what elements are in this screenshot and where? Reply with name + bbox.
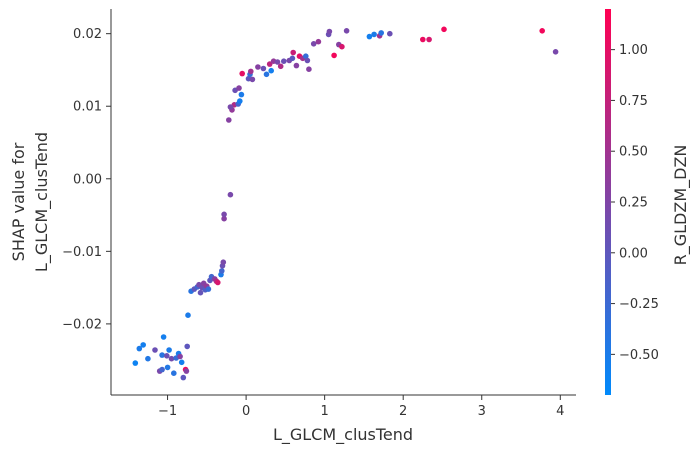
data-point xyxy=(132,360,139,366)
data-point xyxy=(160,334,167,340)
data-point xyxy=(164,364,171,371)
x-tick-label: 0 xyxy=(242,404,250,419)
data-point xyxy=(180,374,187,381)
data-point xyxy=(266,61,273,67)
y-tick-label: −0.02 xyxy=(62,317,102,332)
x-tick-label: 1 xyxy=(321,404,329,419)
data-point xyxy=(552,49,559,55)
data-point xyxy=(310,41,317,47)
data-point xyxy=(539,28,545,34)
y-tick-label: 0.00 xyxy=(73,172,102,187)
data-point xyxy=(274,59,281,65)
colorbar-tick-label: −0.25 xyxy=(619,297,659,312)
data-point xyxy=(387,30,393,37)
data-point xyxy=(140,342,146,348)
colorbar-ticks: −0.50 −0.25 0.00 0.25 0.50 0.75 1.00 xyxy=(611,43,659,363)
data-point xyxy=(185,312,191,319)
data-point xyxy=(277,63,284,70)
colorbar xyxy=(605,9,611,395)
data-point xyxy=(304,57,311,64)
data-point xyxy=(237,98,243,104)
data-point xyxy=(306,66,312,72)
data-point xyxy=(152,347,158,353)
data-point xyxy=(159,352,165,358)
y-tick-label: 0.01 xyxy=(73,100,102,115)
data-point xyxy=(371,31,377,38)
data-point xyxy=(226,117,232,123)
data-point xyxy=(145,355,151,362)
data-point xyxy=(168,355,175,362)
data-point xyxy=(219,268,225,274)
y-axis-label-line-1: SHAP value for xyxy=(9,142,28,261)
data-point xyxy=(331,52,337,59)
data-point xyxy=(220,259,227,266)
data-point xyxy=(426,36,432,43)
y-axis-ticks: −0.02 −0.01 0.00 0.01 0.02 xyxy=(62,27,111,332)
data-point xyxy=(339,43,345,50)
data-point xyxy=(215,279,221,286)
data-point xyxy=(221,215,227,222)
data-point xyxy=(227,191,234,198)
data-point xyxy=(238,91,245,98)
colorbar-label: R_GLDZM_DZN xyxy=(671,145,691,266)
x-axis-ticks: −1 0 1 2 3 4 xyxy=(158,395,564,419)
data-point xyxy=(164,353,170,359)
colorbar-tick-label: 0.25 xyxy=(619,196,648,211)
data-point xyxy=(281,58,287,64)
data-point xyxy=(303,53,309,59)
colorbar-tick-label: −0.50 xyxy=(619,348,659,363)
data-point xyxy=(171,370,177,377)
data-point xyxy=(441,26,447,33)
y-axis-label-line-2: L_GLCM_clusTend xyxy=(32,132,52,272)
data-point xyxy=(183,368,190,374)
data-point xyxy=(166,347,172,353)
data-point xyxy=(260,65,267,72)
data-point xyxy=(205,286,212,292)
data-point xyxy=(236,85,242,91)
scatter-points xyxy=(132,26,559,381)
data-point xyxy=(290,49,297,56)
data-point xyxy=(268,67,275,74)
colorbar-tick-label: 0.50 xyxy=(619,145,648,160)
x-axis-label: L_GLCM_clusTend xyxy=(273,425,413,445)
colorbar-tick-label: 1.00 xyxy=(619,43,648,58)
colorbar-tick-label: 0.00 xyxy=(619,246,648,261)
data-point xyxy=(177,353,183,360)
data-point xyxy=(159,366,165,373)
data-point xyxy=(221,211,227,218)
x-tick-label: 4 xyxy=(556,404,564,419)
data-point xyxy=(289,55,296,62)
data-point xyxy=(326,28,333,35)
data-point xyxy=(249,76,256,83)
data-point xyxy=(184,343,190,350)
data-point xyxy=(293,62,300,69)
x-tick-label: 3 xyxy=(478,404,486,419)
colorbar-tick-label: 0.75 xyxy=(619,94,648,109)
data-point xyxy=(239,70,245,77)
x-tick-label: −1 xyxy=(158,404,177,419)
data-point xyxy=(248,68,254,75)
data-point xyxy=(255,64,261,70)
data-point xyxy=(343,28,350,34)
data-point xyxy=(227,104,234,110)
data-point xyxy=(315,38,322,45)
data-point xyxy=(197,289,204,296)
data-point xyxy=(420,36,426,43)
data-point xyxy=(178,359,185,366)
x-tick-label: 2 xyxy=(399,404,407,419)
data-point xyxy=(366,33,373,40)
data-point xyxy=(263,71,270,78)
y-tick-label: −0.01 xyxy=(62,245,102,260)
data-point xyxy=(136,345,143,352)
data-point xyxy=(378,30,385,36)
y-tick-label: 0.02 xyxy=(73,27,102,42)
